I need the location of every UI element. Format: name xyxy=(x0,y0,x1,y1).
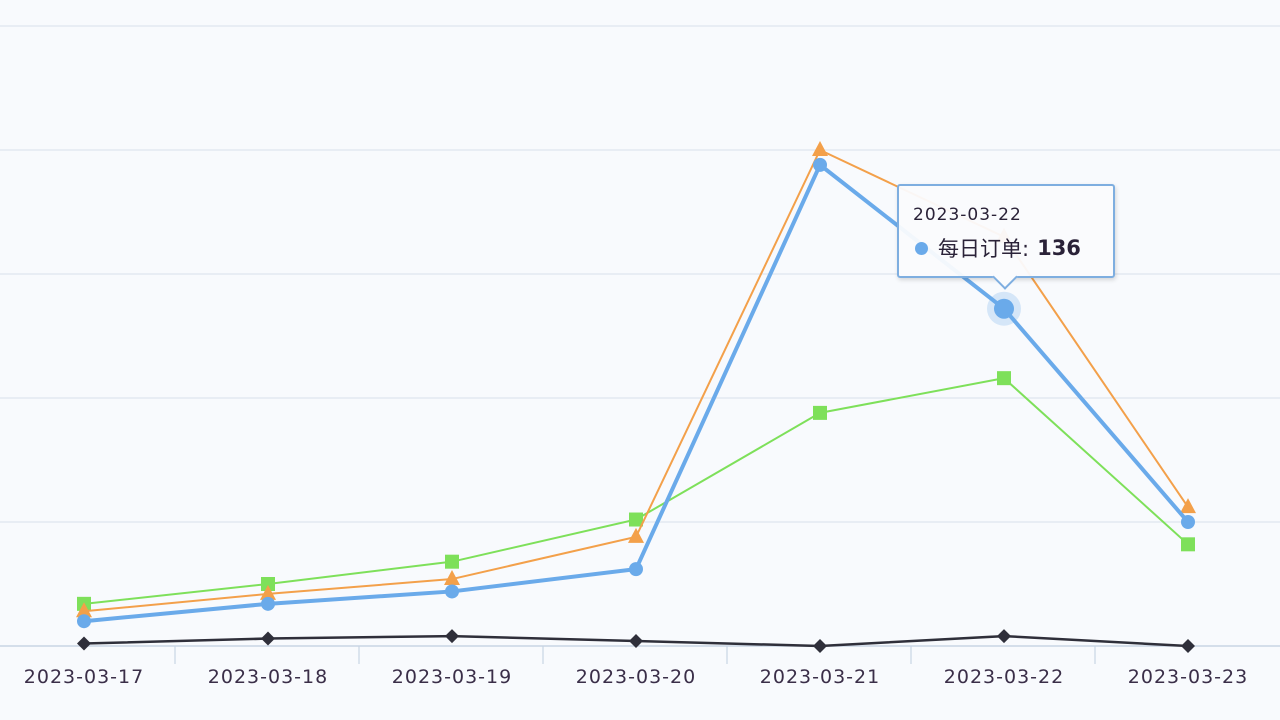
triangle-marker-icon[interactable] xyxy=(812,141,828,156)
x-axis-label: 2023-03-17 xyxy=(24,666,144,688)
diamond-marker-icon[interactable] xyxy=(77,636,91,651)
diamond-marker-icon[interactable] xyxy=(1181,639,1195,653)
diamond-marker-icon[interactable] xyxy=(813,639,827,653)
triangle-marker-icon[interactable] xyxy=(444,570,460,586)
circle-marker-icon[interactable] xyxy=(813,157,827,172)
square-marker-icon[interactable] xyxy=(261,577,275,591)
circle-marker-icon[interactable] xyxy=(994,298,1014,319)
circle-marker-icon[interactable] xyxy=(77,614,91,629)
square-marker-icon[interactable] xyxy=(445,554,459,569)
square-marker-icon[interactable] xyxy=(813,405,827,420)
diamond-marker-icon[interactable] xyxy=(261,631,275,646)
triangle-marker-icon[interactable] xyxy=(628,527,644,543)
x-axis-label: 2023-03-22 xyxy=(944,666,1064,688)
circle-marker-icon[interactable] xyxy=(261,596,275,611)
x-axis-label: 2023-03-19 xyxy=(392,666,512,688)
circle-marker-icon[interactable] xyxy=(445,584,459,599)
chart-tooltip: 2023-03-22 每日订单: 136 xyxy=(897,184,1115,290)
triangle-marker-icon[interactable] xyxy=(76,602,92,618)
tooltip-row: 每日订单: 136 xyxy=(915,233,1081,263)
tooltip-series-label: 每日订单: xyxy=(938,237,1030,261)
circle-marker-icon[interactable] xyxy=(629,562,643,577)
x-axis-label: 2023-03-18 xyxy=(208,666,328,688)
x-axis-label: 2023-03-23 xyxy=(1128,666,1248,688)
diamond-marker-icon[interactable] xyxy=(445,629,459,644)
x-axis-label: 2023-03-21 xyxy=(760,666,880,688)
square-marker-icon[interactable] xyxy=(997,371,1011,386)
circle-marker-icon[interactable] xyxy=(1181,515,1195,529)
diamond-marker-icon[interactable] xyxy=(629,634,643,649)
tooltip-value: 136 xyxy=(1037,236,1081,260)
tooltip-date: 2023-03-22 xyxy=(913,205,1022,225)
triangle-marker-icon[interactable] xyxy=(1180,498,1196,514)
square-marker-icon[interactable] xyxy=(1181,537,1195,552)
diamond-marker-icon[interactable] xyxy=(997,629,1011,644)
series-color-dot-icon xyxy=(915,241,928,255)
x-axis-label: 2023-03-20 xyxy=(576,666,696,688)
square-marker-icon[interactable] xyxy=(629,512,643,527)
triangle-marker-icon[interactable] xyxy=(260,584,276,600)
